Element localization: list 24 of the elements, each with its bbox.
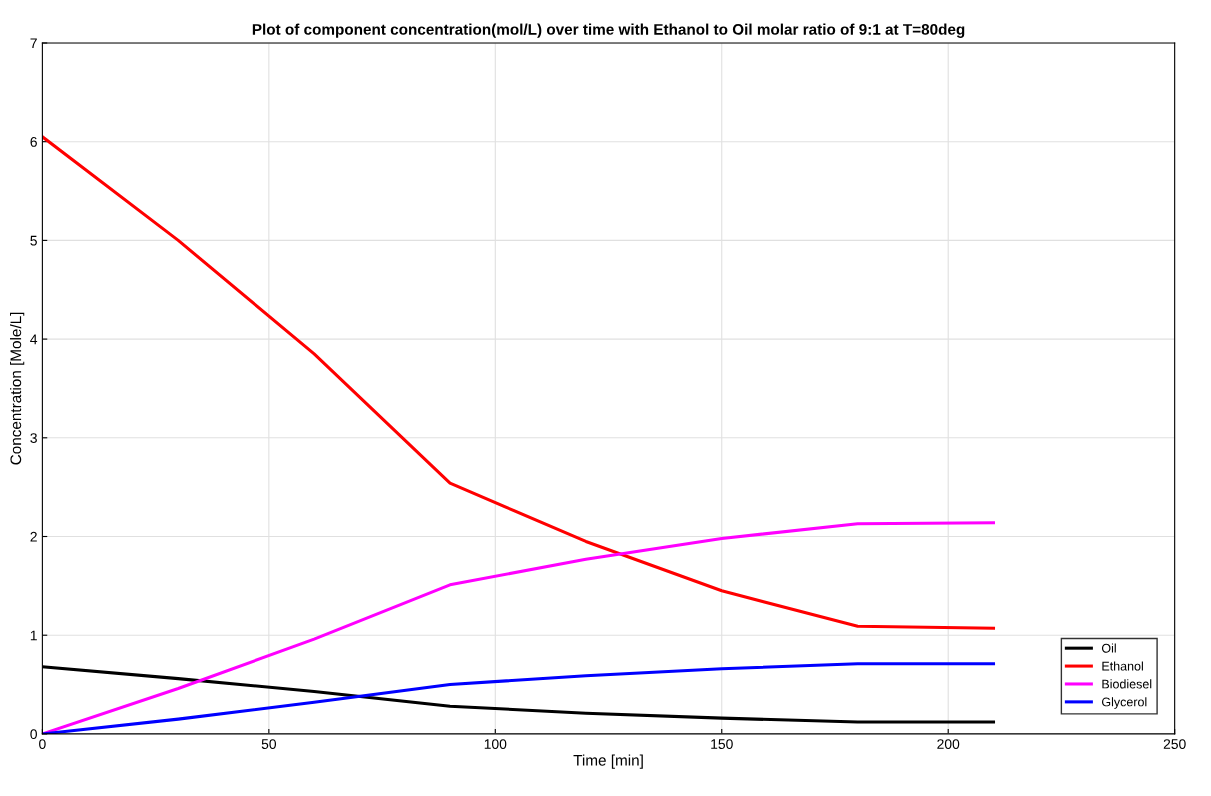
x-tick-label: 200 xyxy=(937,739,960,749)
y-tick-label: 3 xyxy=(30,433,37,443)
x-tick-label: 150 xyxy=(711,739,733,749)
legend-label: Oil xyxy=(1101,643,1116,653)
y-tick-label: 1 xyxy=(30,630,37,641)
y-tick-label: 0 xyxy=(30,729,37,740)
x-axis-title: Time [min] xyxy=(573,754,643,769)
y-tick-label: 2 xyxy=(30,531,37,542)
legend-label: Biodiesel xyxy=(1102,679,1152,689)
chart-title: Plot of component concentration(mol/L) over time with Ethanol to Oil molar ratio of 9:1 at T=80deg xyxy=(252,23,965,38)
x-tick-label: 50 xyxy=(261,739,277,749)
y-tick-label: 4 xyxy=(30,334,38,345)
y-axis-title: Concentration [Mole/L] xyxy=(10,312,25,465)
line-series xyxy=(42,662,996,734)
y-tick-label: 7 xyxy=(30,38,37,49)
x-tick-label: 0 xyxy=(39,739,46,749)
y-tick-label: 5 xyxy=(30,235,37,246)
y-tick-label: 6 xyxy=(30,137,37,147)
x-tick-label: 250 xyxy=(1163,739,1186,749)
line-series xyxy=(42,135,996,630)
line-series xyxy=(42,521,996,734)
x-tick-label: 100 xyxy=(484,739,507,749)
legend-label: Ethanol xyxy=(1102,661,1143,671)
legend-label: Glycerol xyxy=(1102,697,1147,709)
